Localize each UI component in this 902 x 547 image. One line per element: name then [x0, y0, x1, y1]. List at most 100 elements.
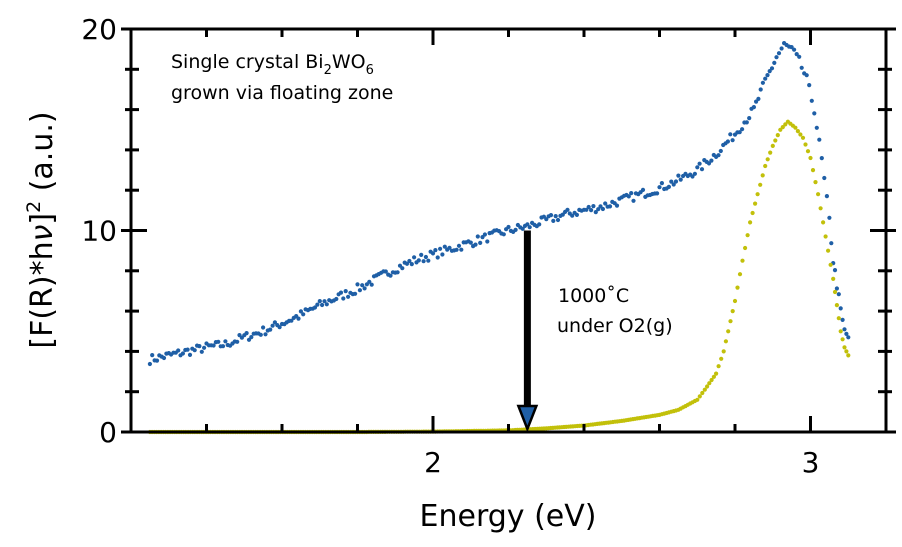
data-point — [700, 390, 705, 396]
data-point — [593, 210, 598, 215]
data-point — [743, 245, 748, 251]
data-point — [800, 135, 806, 140]
data-point — [763, 76, 768, 81]
data-point — [482, 232, 487, 237]
data-point — [783, 122, 788, 127]
data-point — [769, 66, 775, 71]
data-point — [596, 207, 601, 212]
data-point — [838, 306, 843, 311]
data-point — [404, 261, 410, 266]
data-point — [626, 194, 631, 199]
data-point — [211, 343, 216, 348]
data-point — [758, 182, 763, 187]
data-point — [607, 204, 613, 209]
data-point — [760, 80, 766, 85]
x-tick-label: 2 — [424, 446, 442, 479]
data-point — [187, 352, 193, 357]
data-point — [836, 292, 841, 297]
data-point — [823, 234, 828, 239]
data-point — [805, 149, 811, 154]
data-point — [312, 305, 318, 310]
data-point — [695, 165, 700, 170]
data-point — [603, 201, 608, 206]
data-point — [423, 254, 428, 260]
data-point — [678, 177, 683, 182]
data-point — [817, 137, 822, 142]
data-point — [244, 331, 249, 336]
data-point — [728, 132, 733, 137]
data-point — [338, 290, 344, 295]
data-point — [760, 173, 765, 178]
data-point — [440, 252, 445, 257]
data-point — [180, 351, 185, 356]
x-tick-label: 3 — [802, 446, 820, 479]
y-axis-label: [F(R)*hν]2 (a.u.) — [23, 111, 60, 348]
data-point — [797, 54, 802, 59]
data-point — [268, 327, 273, 332]
data-point — [548, 213, 554, 218]
data-point — [838, 329, 843, 334]
data-point — [732, 298, 738, 304]
data-point — [695, 397, 700, 402]
data-point — [692, 171, 698, 176]
data-point — [485, 239, 490, 244]
data-point — [147, 361, 152, 367]
data-point — [388, 273, 393, 278]
data-point — [353, 291, 358, 296]
data-point — [730, 138, 735, 143]
data-point — [161, 355, 167, 361]
data-point — [799, 65, 804, 70]
data-point — [748, 220, 753, 225]
data-point — [730, 309, 735, 314]
data-point — [706, 161, 712, 166]
data-point — [765, 73, 770, 78]
data-point — [740, 258, 745, 263]
data-point — [289, 318, 294, 323]
data-point — [832, 268, 838, 273]
data-point — [792, 47, 797, 52]
data-point — [478, 240, 483, 245]
data-point — [832, 289, 838, 295]
data-point — [818, 206, 823, 211]
data-point — [834, 286, 840, 291]
data-point — [586, 204, 591, 210]
data-point — [454, 247, 459, 252]
data-point — [574, 212, 580, 217]
data-point — [409, 262, 414, 267]
data-point — [812, 111, 817, 116]
data-point — [442, 244, 447, 249]
y-tick-label: 20 — [81, 13, 117, 46]
data-point — [718, 148, 723, 154]
data-point — [740, 127, 745, 132]
data-point — [840, 317, 845, 322]
data-point — [320, 302, 325, 308]
data-point — [831, 276, 836, 281]
data-point — [553, 214, 558, 219]
data-point — [714, 371, 719, 376]
data-point — [822, 175, 827, 181]
data-point — [600, 206, 606, 212]
data-point — [199, 349, 204, 354]
data-point — [709, 158, 714, 163]
data-point — [744, 120, 749, 125]
data-point — [419, 252, 424, 257]
data-point — [395, 270, 400, 275]
data-point — [614, 203, 620, 208]
data-point — [343, 289, 348, 294]
data-point — [520, 226, 525, 231]
data-point — [813, 180, 818, 185]
data-point — [770, 143, 775, 148]
data-point — [501, 232, 506, 237]
data-point — [357, 288, 362, 293]
data-point — [721, 349, 726, 354]
data-point — [844, 349, 849, 354]
data-point — [400, 266, 405, 271]
data-point — [659, 181, 665, 186]
data-point — [709, 377, 714, 383]
data-point — [355, 282, 360, 287]
data-point — [844, 331, 849, 336]
data-point — [197, 344, 202, 349]
anneal-arrow — [516, 230, 539, 433]
data-point — [808, 155, 813, 161]
